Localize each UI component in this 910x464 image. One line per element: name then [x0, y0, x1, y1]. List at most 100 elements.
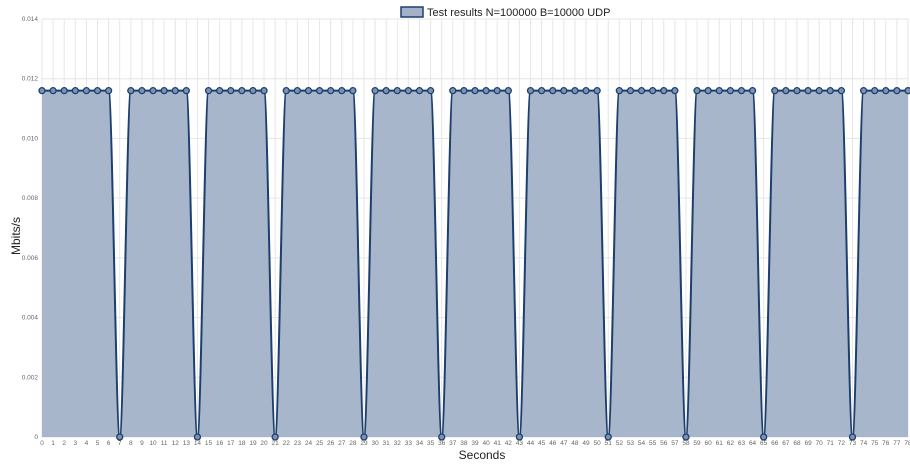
data-point[interactable] [550, 88, 556, 94]
data-point[interactable] [106, 88, 112, 94]
data-point[interactable] [305, 88, 311, 94]
data-point[interactable] [294, 88, 300, 94]
data-point[interactable] [328, 88, 334, 94]
data-point[interactable] [639, 88, 645, 94]
data-point[interactable] [594, 88, 600, 94]
chart-area-layer [42, 91, 908, 437]
data-point[interactable] [827, 88, 833, 94]
data-point[interactable] [405, 88, 411, 94]
data-point[interactable] [716, 88, 722, 94]
x-tick-label: 70 [816, 440, 824, 447]
y-tick-label: 0.006 [22, 255, 39, 262]
data-point[interactable] [750, 88, 756, 94]
data-point[interactable] [861, 88, 867, 94]
data-point[interactable] [261, 88, 267, 94]
x-axis-title: Seconds [459, 448, 506, 462]
data-point[interactable] [505, 88, 511, 94]
data-point[interactable] [539, 88, 545, 94]
data-point[interactable] [206, 88, 212, 94]
data-point[interactable] [172, 88, 178, 94]
data-point[interactable] [128, 88, 134, 94]
data-point[interactable] [838, 88, 844, 94]
chart-legend[interactable]: Test results N=100000 B=10000 UDP [401, 7, 610, 19]
x-tick-label: 68 [793, 440, 801, 447]
data-point[interactable] [727, 88, 733, 94]
x-tick-label: 48 [571, 440, 579, 447]
data-point[interactable] [672, 88, 678, 94]
data-point[interactable] [350, 88, 356, 94]
data-point[interactable] [61, 88, 67, 94]
data-point[interactable] [483, 88, 489, 94]
data-point[interactable] [83, 88, 89, 94]
data-point[interactable] [383, 88, 389, 94]
data-point[interactable] [72, 88, 78, 94]
x-tick-label: 62 [727, 440, 735, 447]
x-tick-label: 58 [682, 440, 690, 447]
data-point[interactable] [450, 88, 456, 94]
data-point[interactable] [528, 88, 534, 94]
data-point[interactable] [816, 88, 822, 94]
data-point[interactable] [50, 88, 56, 94]
x-tick-label: 66 [771, 440, 779, 447]
x-tick-label: 52 [616, 440, 624, 447]
data-point[interactable] [650, 88, 656, 94]
x-tick-label: 12 [172, 440, 180, 447]
data-point[interactable] [139, 88, 145, 94]
data-point[interactable] [627, 88, 633, 94]
x-tick-label: 69 [804, 440, 812, 447]
data-point[interactable] [705, 88, 711, 94]
data-point[interactable] [905, 88, 910, 94]
x-tick-label: 21 [272, 440, 280, 447]
data-point[interactable] [372, 88, 378, 94]
data-point[interactable] [228, 88, 234, 94]
data-point[interactable] [339, 88, 345, 94]
x-tick-label: 11 [161, 440, 168, 447]
x-tick-label: 41 [494, 440, 502, 447]
x-tick-label: 28 [349, 440, 357, 447]
x-tick-label: 32 [394, 440, 402, 447]
data-point[interactable] [394, 88, 400, 94]
data-point[interactable] [150, 88, 156, 94]
data-point[interactable] [583, 88, 589, 94]
data-point[interactable] [694, 88, 700, 94]
data-point[interactable] [461, 88, 467, 94]
data-point[interactable] [794, 88, 800, 94]
data-point[interactable] [883, 88, 889, 94]
y-tick-label: 0.002 [22, 374, 39, 381]
data-point[interactable] [416, 88, 422, 94]
x-tick-label: 0 [40, 440, 44, 447]
x-tick-label: 6 [107, 440, 111, 447]
data-point[interactable] [428, 88, 434, 94]
data-point[interactable] [95, 88, 101, 94]
data-point[interactable] [805, 88, 811, 94]
x-tick-label: 26 [327, 440, 335, 447]
x-tick-label: 74 [860, 440, 868, 447]
data-point[interactable] [772, 88, 778, 94]
data-point[interactable] [738, 88, 744, 94]
data-point[interactable] [494, 88, 500, 94]
data-point[interactable] [239, 88, 245, 94]
data-point[interactable] [472, 88, 478, 94]
data-point[interactable] [283, 88, 289, 94]
x-tick-label: 40 [482, 440, 490, 447]
data-point[interactable] [894, 88, 900, 94]
data-point[interactable] [183, 88, 189, 94]
y-tick-labels: 00.0020.0040.0060.0080.0100.0120.014 [22, 16, 39, 441]
data-point[interactable] [39, 88, 45, 94]
data-point[interactable] [561, 88, 567, 94]
data-point[interactable] [161, 88, 167, 94]
data-point[interactable] [250, 88, 256, 94]
data-point[interactable] [616, 88, 622, 94]
data-point[interactable] [317, 88, 323, 94]
data-point[interactable] [661, 88, 667, 94]
x-tick-label: 10 [149, 440, 157, 447]
data-point[interactable] [572, 88, 578, 94]
data-point[interactable] [872, 88, 878, 94]
x-tick-label: 64 [749, 440, 757, 447]
x-tick-label: 8 [129, 440, 133, 447]
y-tick-label: 0.010 [22, 135, 39, 142]
data-point[interactable] [783, 88, 789, 94]
x-tick-label: 37 [449, 440, 457, 447]
data-point[interactable] [217, 88, 223, 94]
